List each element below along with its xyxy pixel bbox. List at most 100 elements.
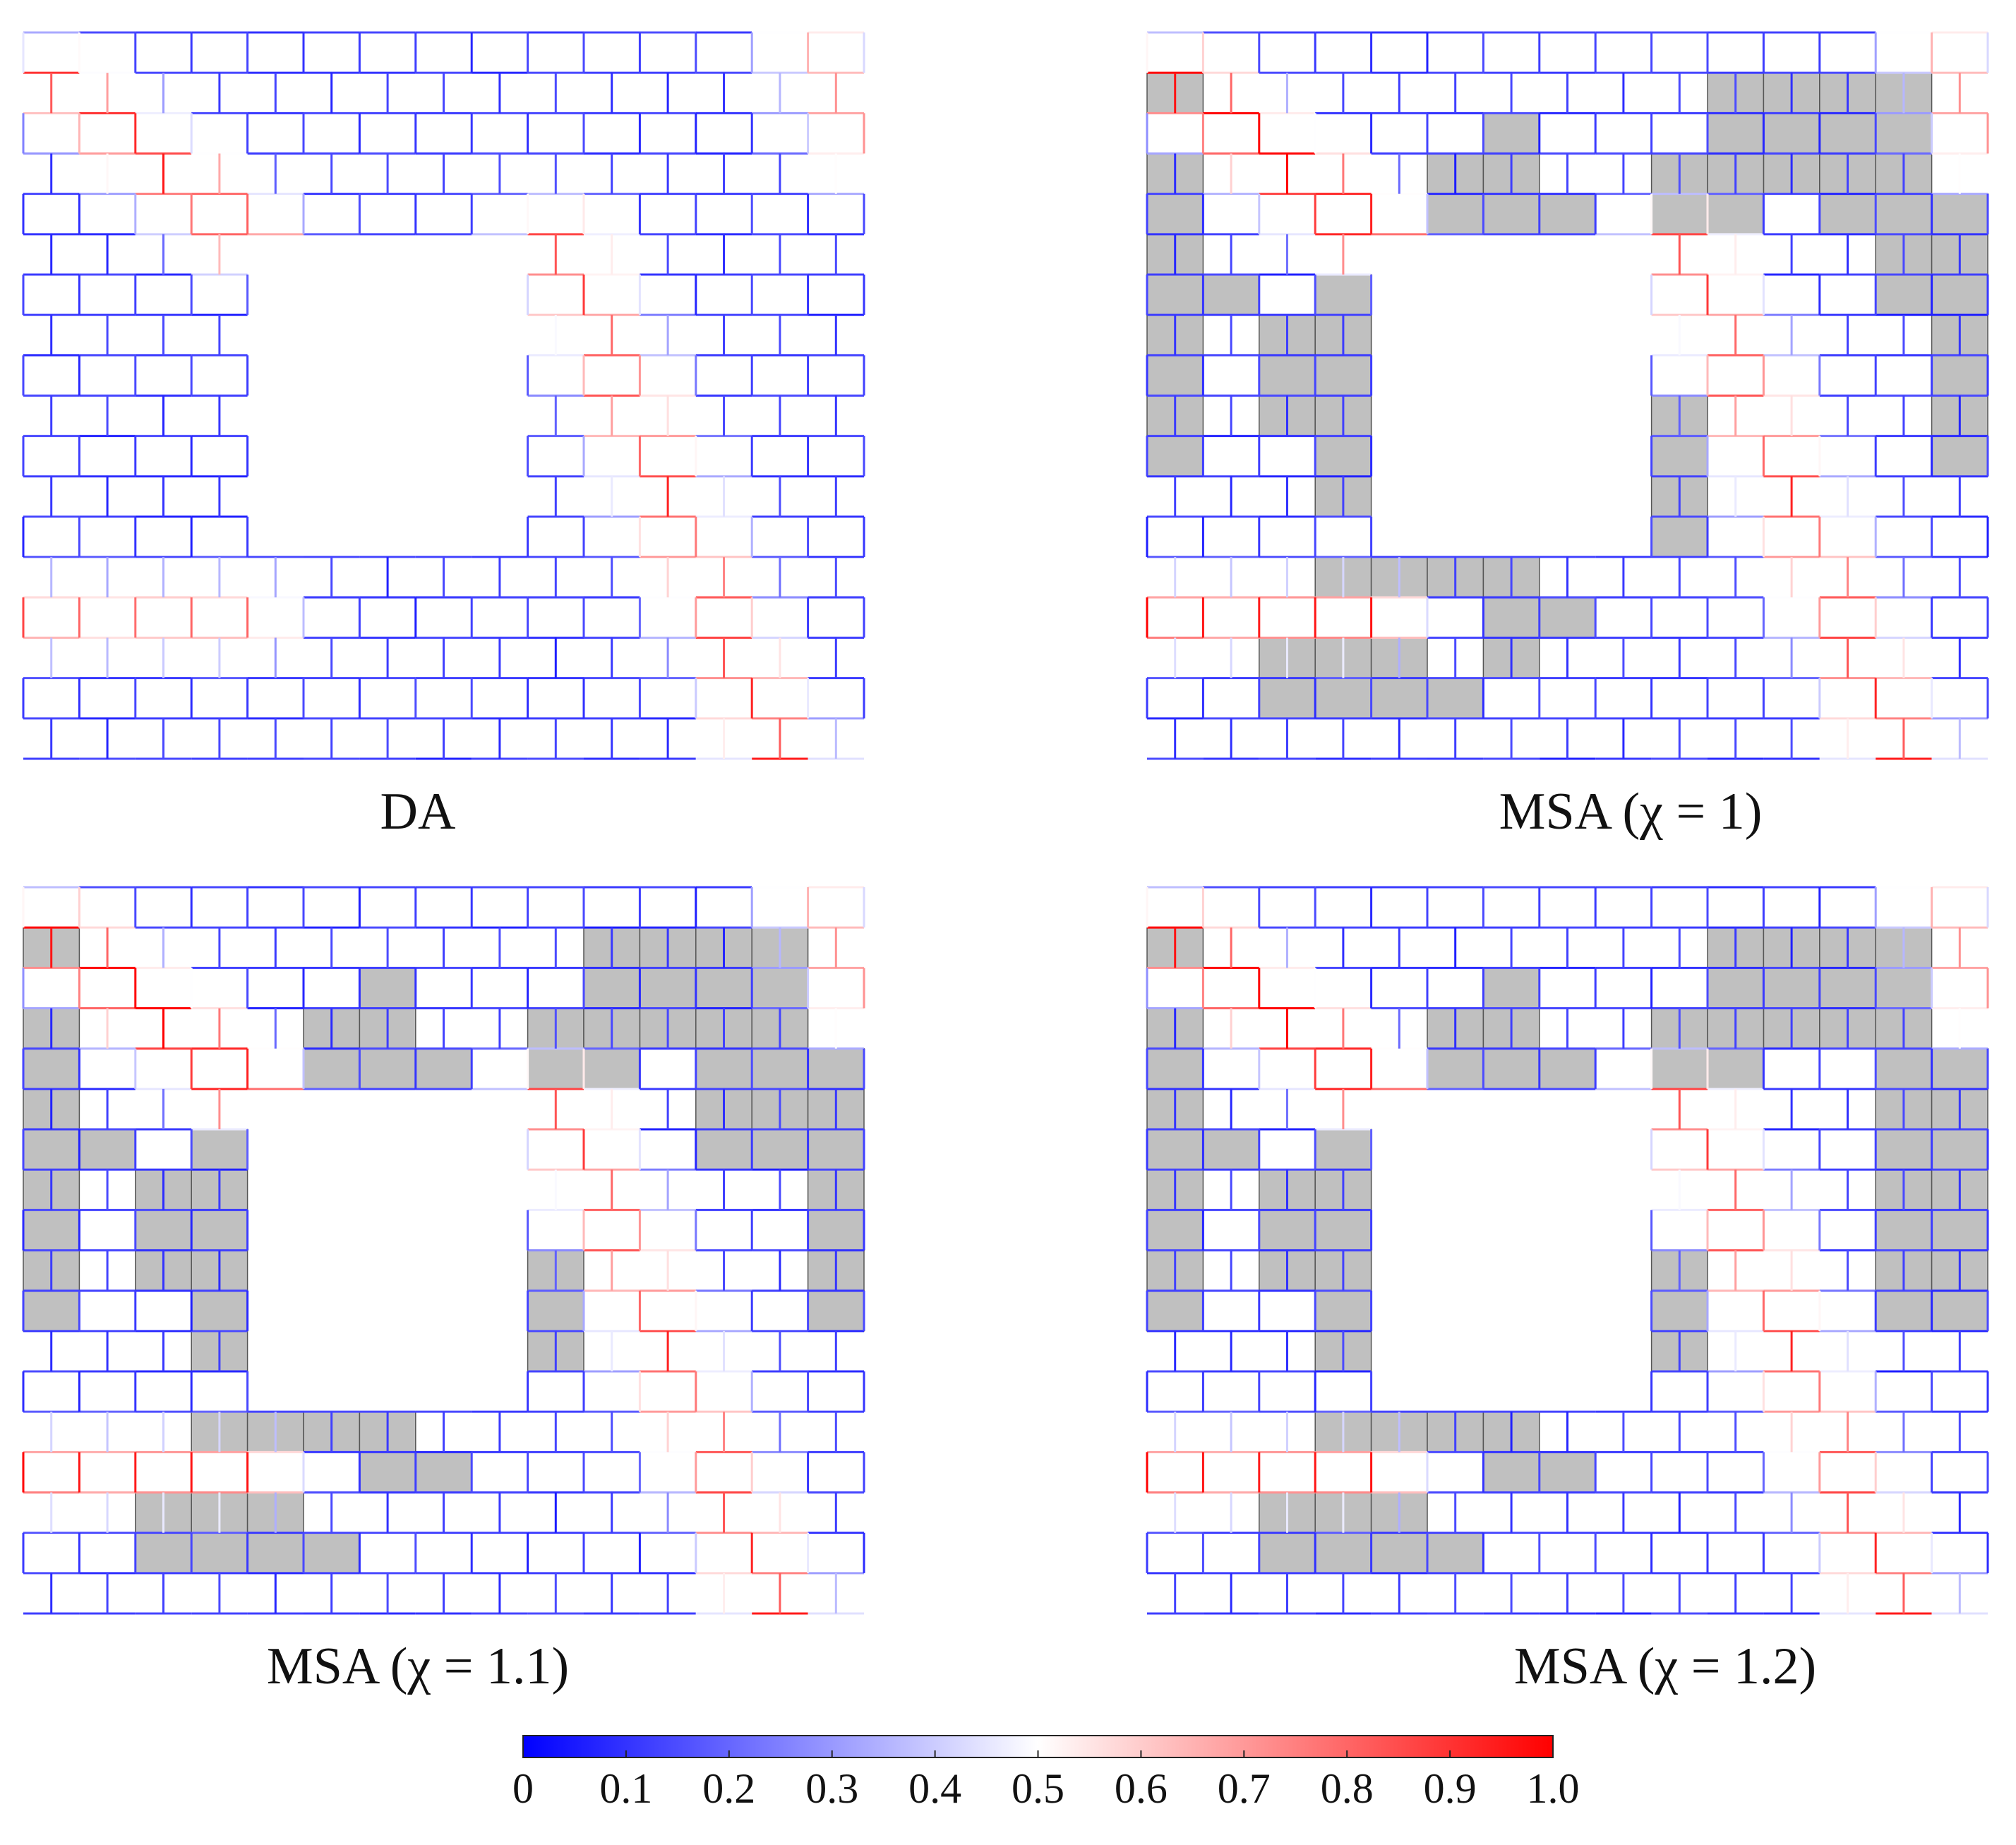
removed-block xyxy=(807,1129,865,1170)
removed-block xyxy=(303,1047,361,1090)
colorbar-tick-label: 0.9 xyxy=(1424,1765,1477,1812)
removed-block xyxy=(1314,1209,1372,1251)
removed-block xyxy=(1763,112,1820,155)
removed-block xyxy=(527,1047,584,1090)
colorbar-tick-label: 0.8 xyxy=(1321,1765,1374,1812)
removed-block xyxy=(1202,274,1260,315)
colorbar-tick-label: 0.4 xyxy=(908,1765,961,1812)
removed-block xyxy=(1370,1532,1428,1574)
removed-block xyxy=(1707,967,1765,1009)
removed-block xyxy=(1427,1047,1484,1090)
removed-block xyxy=(639,967,697,1009)
removed-block xyxy=(1482,193,1540,235)
removed-block xyxy=(23,1209,80,1251)
removed-block xyxy=(1763,967,1820,1009)
wall xyxy=(22,886,865,1615)
removed-block xyxy=(23,1047,80,1090)
removed-block xyxy=(1707,1047,1765,1090)
removed-block xyxy=(1146,193,1204,235)
removed-block xyxy=(1314,677,1372,719)
removed-block xyxy=(1875,112,1933,155)
removed-block xyxy=(695,1047,752,1090)
removed-block xyxy=(1539,193,1596,235)
removed-block xyxy=(1314,1290,1372,1332)
removed-block xyxy=(1875,274,1933,315)
removed-block xyxy=(1482,967,1540,1009)
removed-block xyxy=(1314,1532,1372,1574)
removed-block xyxy=(1707,193,1765,235)
removed-block xyxy=(246,1532,304,1574)
removed-block xyxy=(1146,435,1204,477)
removed-block xyxy=(695,1129,752,1170)
colorbar-tick-label: 0.7 xyxy=(1218,1765,1271,1812)
colorbar-tick-label: 0.6 xyxy=(1115,1765,1168,1812)
removed-block xyxy=(1259,1532,1316,1574)
wall xyxy=(22,31,865,760)
removed-block xyxy=(1875,1047,1933,1090)
panel-label: MSA (χ = 1.1) xyxy=(267,1637,569,1695)
colorbar-tick-label: 0.3 xyxy=(805,1765,858,1812)
removed-block xyxy=(1259,354,1316,397)
removed-block xyxy=(1650,435,1708,477)
removed-block xyxy=(1482,1451,1540,1494)
removed-block xyxy=(1427,1532,1484,1574)
colorbar-tick-label: 0.1 xyxy=(599,1765,652,1812)
removed-block xyxy=(1707,112,1765,155)
removed-block xyxy=(1202,1129,1260,1170)
removed-block xyxy=(1650,1047,1708,1090)
removed-block xyxy=(1482,596,1540,639)
wall xyxy=(1146,886,1989,1615)
removed-block xyxy=(1314,1129,1372,1170)
panel-label: MSA (χ = 1) xyxy=(1499,783,1763,841)
removed-block xyxy=(135,1209,192,1251)
removed-block xyxy=(191,1129,248,1170)
removed-block xyxy=(23,1290,80,1332)
removed-block xyxy=(1539,1047,1596,1090)
removed-block xyxy=(1650,1290,1708,1332)
removed-block xyxy=(1875,193,1933,235)
removed-block xyxy=(191,1532,248,1574)
removed-block xyxy=(78,1129,136,1170)
removed-block xyxy=(695,967,752,1009)
removed-block xyxy=(1314,274,1372,315)
panel-label: MSA (χ = 1.2) xyxy=(1514,1637,1816,1695)
removed-block xyxy=(135,1532,192,1574)
removed-block xyxy=(1146,1209,1204,1251)
removed-block xyxy=(1931,1209,1988,1251)
removed-block xyxy=(751,1129,809,1170)
removed-block xyxy=(807,1209,865,1251)
removed-block xyxy=(1931,435,1988,477)
removed-block xyxy=(1146,1290,1204,1332)
removed-block xyxy=(23,1129,80,1170)
removed-block xyxy=(1427,193,1484,235)
removed-block xyxy=(1819,967,1876,1009)
colorbar-tick-label: 1.0 xyxy=(1527,1765,1580,1812)
removed-block xyxy=(1482,1047,1540,1090)
panel-label: DA xyxy=(380,783,456,841)
removed-block xyxy=(1259,1209,1316,1251)
removed-block xyxy=(1482,112,1540,155)
walls xyxy=(22,31,1989,1615)
removed-block xyxy=(1259,677,1316,719)
colorbar-ticks: 0 0.1 0.2 0.3 0.4 0.5 0.6 0.7 0.8 0.9 1.0 xyxy=(512,1750,1580,1812)
removed-block xyxy=(751,1047,809,1090)
removed-block xyxy=(1819,193,1876,235)
removed-block xyxy=(359,1047,416,1090)
removed-block xyxy=(359,967,416,1009)
removed-block xyxy=(359,1451,416,1494)
removed-block xyxy=(807,1047,865,1090)
removed-block xyxy=(1931,274,1988,315)
removed-block xyxy=(1539,596,1596,639)
removed-block xyxy=(1146,1129,1204,1170)
removed-block xyxy=(583,967,641,1009)
removed-block xyxy=(1931,1047,1988,1090)
removed-block xyxy=(527,1290,584,1332)
removed-block xyxy=(1931,354,1988,397)
colorbar-tick-label: 0.5 xyxy=(1012,1765,1064,1812)
removed-block xyxy=(1931,1129,1988,1170)
removed-block xyxy=(1314,354,1372,397)
colorbar-tick-label: 0 xyxy=(512,1765,534,1812)
removed-block xyxy=(1539,1451,1596,1494)
removed-block xyxy=(1146,354,1204,397)
